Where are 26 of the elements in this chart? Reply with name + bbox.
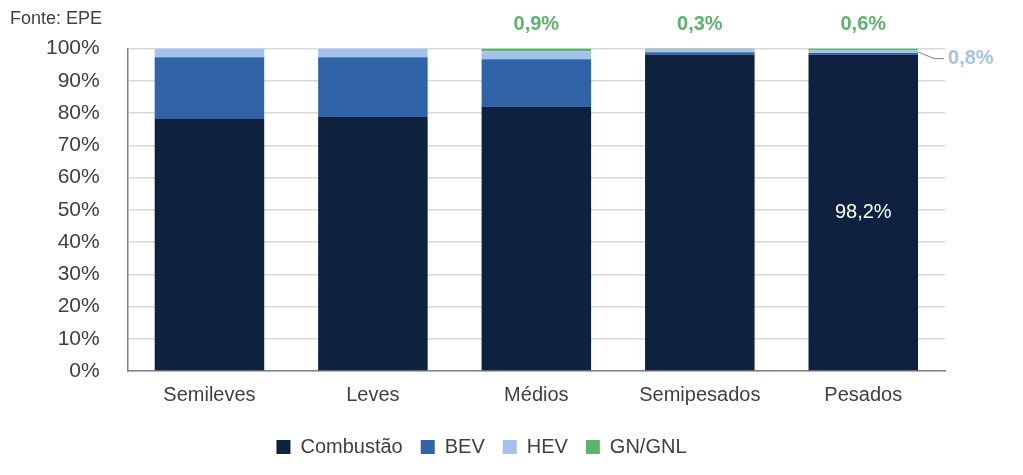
y-tick-label: 60% (57, 164, 100, 188)
x-tick-label: Semileves (163, 382, 256, 405)
data-label: 0,9% (513, 12, 560, 35)
x-tick-label: Leves (346, 382, 400, 405)
legend-label: BEV (444, 434, 486, 457)
x-tick-label: Médios (504, 382, 569, 405)
y-tick-label: 20% (57, 293, 100, 317)
y-tick-label: 40% (57, 228, 100, 252)
y-tick-label: 90% (57, 67, 100, 91)
x-tick-label: Pesados (824, 382, 903, 405)
y-tick-label: 100% (45, 35, 100, 59)
legend-label: Combustão (300, 434, 403, 457)
source-note: Fonte: EPE (10, 7, 103, 28)
y-tick-label: 0% (69, 357, 100, 381)
data-label: 0,8% (948, 46, 994, 69)
data-label: 0,6% (840, 12, 887, 35)
data-label: 98,2% (834, 199, 892, 222)
y-tick-label: 50% (57, 196, 100, 220)
x-tick-label: Semipesados (639, 382, 761, 405)
data-label: 0,3% (677, 12, 723, 35)
legend-label: GN/GNL (609, 434, 687, 457)
y-tick-label: 80% (57, 99, 100, 123)
y-tick-label: 70% (57, 132, 100, 156)
y-tick-label: 30% (57, 261, 100, 285)
legend-label: HEV (526, 434, 569, 457)
y-tick-label: 10% (57, 325, 100, 349)
